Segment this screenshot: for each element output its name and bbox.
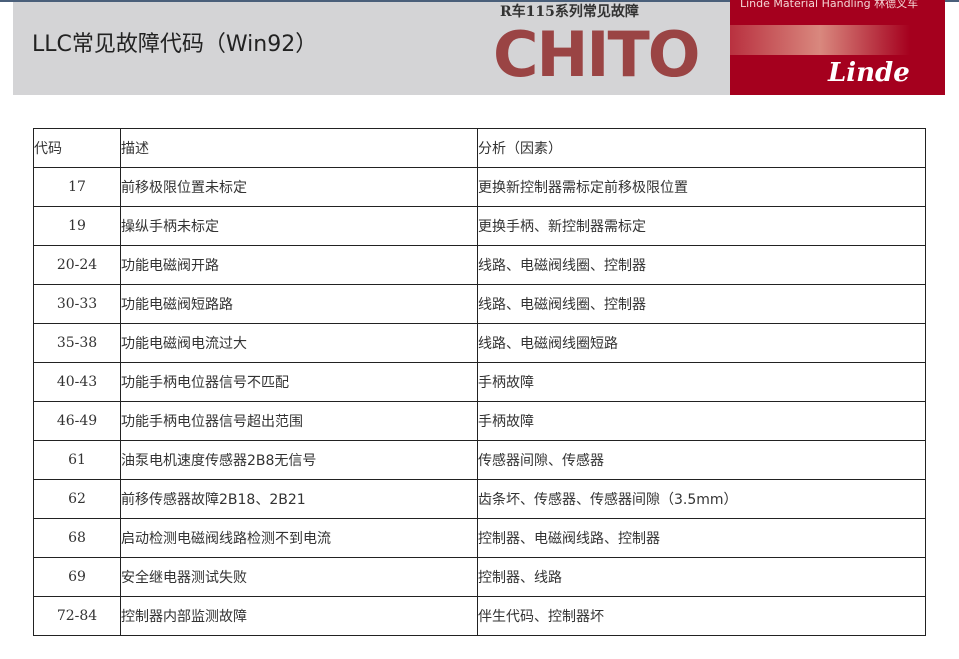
- cell-desc: 启动检测电磁阀线路检测不到电流: [120, 518, 478, 558]
- cell-desc: 前移极限位置未标定: [120, 167, 478, 207]
- cell-code: 72-84: [33, 596, 121, 636]
- cell-code: 68: [33, 518, 121, 558]
- table-row: 20-24 功能电磁阀开路 线路、电磁阀线圈、控制器: [33, 245, 926, 285]
- linde-logo: Linde: [828, 58, 910, 88]
- table-row: 30-33 功能电磁阀短路路 线路、电磁阀线圈、控制器: [33, 284, 926, 324]
- col-desc: 描述: [120, 128, 478, 168]
- table-row: 61 油泵电机速度传感器2B8无信号 传感器间隙、传感器: [33, 440, 926, 480]
- cell-code: 19: [33, 206, 121, 246]
- cell-analysis: 伴生代码、控制器坏: [477, 596, 926, 636]
- cell-analysis: 齿条坏、传感器、传感器间隙（3.5mm）: [477, 479, 926, 519]
- fault-code-table: 代码 描述 分析（因素） 17 前移极限位置未标定 更换新控制器需标定前移极限位置 1…: [33, 128, 926, 636]
- cell-desc: 前移传感器故障2B18、2B21: [120, 479, 478, 519]
- cell-analysis: 传感器间隙、传感器: [477, 440, 926, 480]
- top-line: [0, 0, 959, 2]
- cell-desc: 功能手柄电位器信号超出范围: [120, 401, 478, 441]
- cell-desc: 操纵手柄未标定: [120, 206, 478, 246]
- cell-code: 46-49: [33, 401, 121, 441]
- cell-code: 40-43: [33, 362, 121, 402]
- col-code: 代码: [33, 128, 121, 168]
- cell-desc: 功能电磁阀短路路: [120, 284, 478, 324]
- linde-banner: Linde Material Handling 林德叉车 Linde: [730, 0, 945, 95]
- cell-desc: 安全继电器测试失败: [120, 557, 478, 597]
- table-row: 46-49 功能手柄电位器信号超出范围 手柄故障: [33, 401, 926, 441]
- cell-code: 20-24: [33, 245, 121, 285]
- linde-tagline: Linde Material Handling 林德叉车: [740, 0, 919, 10]
- cell-desc: 功能电磁阀电流过大: [120, 323, 478, 363]
- table-row: 40-43 功能手柄电位器信号不匹配 手柄故障: [33, 362, 926, 402]
- table-row: 69 安全继电器测试失败 控制器、线路: [33, 557, 926, 597]
- cell-analysis: 更换手柄、新控制器需标定: [477, 206, 926, 246]
- cell-desc: 油泵电机速度传感器2B8无信号: [120, 440, 478, 480]
- cell-analysis: 线路、电磁阀线圈短路: [477, 323, 926, 363]
- cell-code: 62: [33, 479, 121, 519]
- chito-logo: CHITO: [493, 18, 700, 91]
- cell-desc: 功能手柄电位器信号不匹配: [120, 362, 478, 402]
- cell-desc: 功能电磁阀开路: [120, 245, 478, 285]
- cell-analysis: 线路、电磁阀线圈、控制器: [477, 245, 926, 285]
- cell-analysis: 手柄故障: [477, 362, 926, 402]
- chito-subtitle: R车115系列常见故障: [500, 4, 639, 20]
- cell-code: 30-33: [33, 284, 121, 324]
- table-row: 35-38 功能电磁阀电流过大 线路、电磁阀线圈短路: [33, 323, 926, 363]
- cell-code: 61: [33, 440, 121, 480]
- table-row: 62 前移传感器故障2B18、2B21 齿条坏、传感器、传感器间隙（3.5mm）: [33, 479, 926, 519]
- table-row: 72-84 控制器内部监测故障 伴生代码、控制器坏: [33, 596, 926, 636]
- table-row: 68 启动检测电磁阀线路检测不到电流 控制器、电磁阀线路、控制器: [33, 518, 926, 558]
- table-header: 代码 描述 分析（因素）: [33, 128, 926, 168]
- page-title: LLC常见故障代码（Win92）: [32, 32, 318, 57]
- cell-code: 17: [33, 167, 121, 207]
- cell-analysis: 手柄故障: [477, 401, 926, 441]
- col-analysis: 分析（因素）: [477, 128, 926, 168]
- cell-desc: 控制器内部监测故障: [120, 596, 478, 636]
- table-row: 17 前移极限位置未标定 更换新控制器需标定前移极限位置: [33, 167, 926, 207]
- linde-graphic: [730, 25, 910, 55]
- cell-analysis: 线路、电磁阀线圈、控制器: [477, 284, 926, 324]
- cell-analysis: 更换新控制器需标定前移极限位置: [477, 167, 926, 207]
- cell-code: 69: [33, 557, 121, 597]
- table-row: 19 操纵手柄未标定 更换手柄、新控制器需标定: [33, 206, 926, 246]
- cell-code: 35-38: [33, 323, 121, 363]
- cell-analysis: 控制器、线路: [477, 557, 926, 597]
- cell-analysis: 控制器、电磁阀线路、控制器: [477, 518, 926, 558]
